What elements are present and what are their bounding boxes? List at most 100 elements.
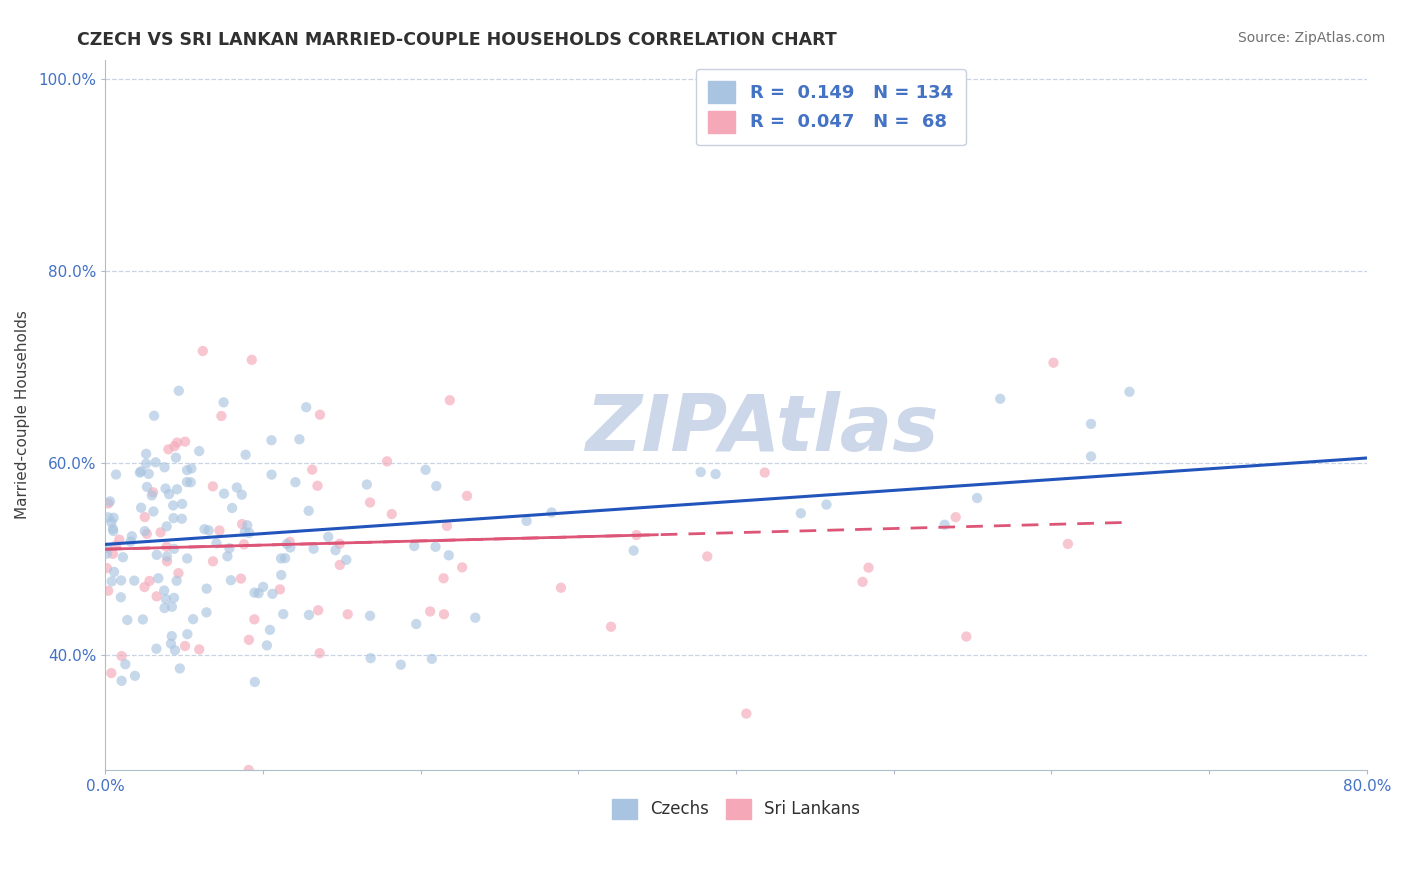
Point — [298, 607, 321, 622]
Point — [243, 585, 266, 599]
Point — [516, 514, 538, 528]
Point — [138, 467, 160, 481]
Point — [100, 574, 122, 589]
Point — [145, 590, 167, 604]
Point — [464, 610, 486, 624]
Point — [231, 517, 253, 532]
Point — [259, 623, 281, 637]
Point — [301, 462, 323, 476]
Point — [176, 463, 198, 477]
Point — [934, 517, 956, 532]
Point — [121, 529, 143, 543]
Point — [157, 442, 180, 457]
Point — [626, 528, 648, 542]
Point — [96, 541, 118, 555]
Point — [180, 461, 202, 475]
Point — [225, 481, 247, 495]
Point — [359, 608, 381, 623]
Point — [307, 603, 329, 617]
Point — [235, 448, 257, 462]
Point — [229, 572, 252, 586]
Point — [166, 483, 188, 497]
Point — [162, 511, 184, 525]
Point — [163, 591, 186, 605]
Point — [270, 551, 292, 566]
Point — [278, 534, 301, 549]
Point — [451, 560, 474, 574]
Point — [129, 464, 152, 478]
Point — [138, 574, 160, 588]
Legend: Czechs, Sri Lankans: Czechs, Sri Lankans — [606, 792, 868, 826]
Point — [269, 582, 291, 597]
Point — [735, 706, 758, 721]
Point — [212, 486, 235, 500]
Point — [188, 444, 211, 458]
Point — [419, 604, 441, 618]
Point — [404, 539, 426, 553]
Point — [101, 547, 124, 561]
Point — [231, 488, 253, 502]
Point — [191, 344, 214, 359]
Point — [146, 548, 169, 562]
Point — [201, 554, 224, 568]
Point — [271, 607, 294, 621]
Point — [425, 540, 447, 554]
Point — [302, 541, 325, 556]
Point — [163, 439, 186, 453]
Point — [336, 607, 359, 622]
Point — [145, 455, 167, 469]
Point — [103, 565, 125, 579]
Point — [288, 432, 311, 446]
Point — [815, 498, 838, 512]
Point — [238, 632, 260, 647]
Point — [309, 408, 332, 422]
Point — [166, 574, 188, 588]
Point — [381, 507, 404, 521]
Point — [329, 537, 352, 551]
Point — [105, 467, 128, 482]
Point — [208, 524, 231, 538]
Point — [96, 547, 118, 561]
Point — [160, 629, 183, 643]
Point — [122, 574, 145, 588]
Point — [120, 534, 142, 549]
Point — [160, 599, 183, 614]
Point — [134, 524, 156, 538]
Point — [180, 475, 202, 490]
Point — [212, 395, 235, 409]
Point — [1057, 537, 1080, 551]
Point — [201, 479, 224, 493]
Point — [270, 568, 292, 582]
Text: CZECH VS SRI LANKAN MARRIED-COUPLE HOUSEHOLDS CORRELATION CHART: CZECH VS SRI LANKAN MARRIED-COUPLE HOUSE… — [77, 31, 837, 49]
Point — [128, 466, 150, 480]
Text: Source: ZipAtlas.com: Source: ZipAtlas.com — [1237, 31, 1385, 45]
Point — [101, 522, 124, 536]
Point — [375, 454, 398, 468]
Point — [955, 630, 977, 644]
Point — [420, 652, 443, 666]
Point — [153, 460, 176, 475]
Point — [156, 554, 179, 568]
Point — [274, 551, 297, 566]
Point — [359, 495, 381, 509]
Point — [132, 612, 155, 626]
Point — [852, 574, 875, 589]
Point — [172, 497, 194, 511]
Point — [278, 541, 301, 555]
Point — [218, 541, 240, 556]
Point — [135, 526, 157, 541]
Point — [110, 591, 132, 605]
Point — [433, 607, 456, 622]
Point — [100, 516, 122, 530]
Point — [405, 617, 427, 632]
Point — [238, 763, 260, 777]
Point — [176, 551, 198, 566]
Point — [1042, 356, 1064, 370]
Point — [124, 669, 146, 683]
Point — [439, 393, 461, 408]
Point — [193, 522, 215, 536]
Point — [308, 646, 330, 660]
Point — [945, 510, 967, 524]
Point — [238, 525, 260, 540]
Point — [100, 666, 122, 681]
